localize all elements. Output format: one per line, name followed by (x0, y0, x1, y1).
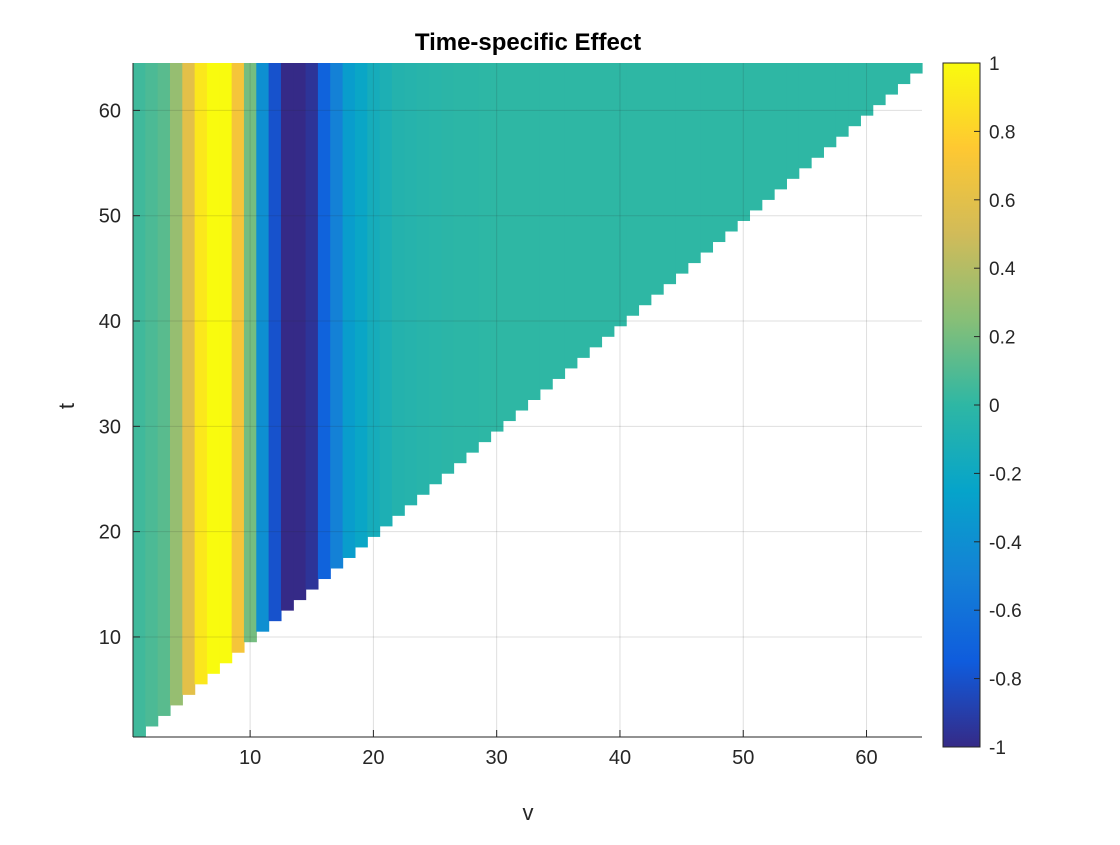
y-tick-label: 20 (99, 522, 121, 544)
colorbar-tick-label: -1 (989, 738, 1006, 759)
heatmap-column (675, 63, 689, 274)
heatmap-column (527, 63, 541, 400)
heatmap-column (564, 63, 578, 369)
heatmap-column (909, 63, 923, 74)
heatmap-column (416, 63, 430, 495)
heatmap-column (811, 63, 824, 158)
heatmap-column (601, 63, 615, 337)
y-axis-label: t (54, 403, 79, 409)
heatmap-column (478, 63, 492, 443)
heatmap-column (243, 63, 257, 643)
heatmap-column (626, 63, 640, 316)
y-tick-label: 50 (99, 206, 121, 228)
heatmap-column (786, 63, 800, 179)
heatmap-column (182, 63, 196, 695)
heatmap-column (317, 63, 331, 580)
x-tick-label: 50 (732, 747, 754, 769)
heatmap-column (157, 63, 171, 716)
colorbar-tick-label: -0.6 (989, 601, 1022, 622)
heatmap-column (379, 63, 393, 527)
heatmap-column (885, 63, 898, 95)
x-tick-label: 10 (239, 747, 261, 769)
heatmap-column (515, 63, 529, 411)
x-tick-label: 30 (486, 747, 508, 769)
heatmap-column (453, 63, 467, 464)
heatmap-column (502, 63, 516, 422)
heatmap-column (441, 63, 455, 474)
heatmap-column (169, 63, 183, 706)
heatmap-column (663, 63, 677, 285)
heatmap-column (342, 63, 356, 558)
colorbar-tick-label: 0.6 (989, 191, 1015, 212)
heatmap-column (774, 63, 787, 190)
heatmap-column (589, 63, 603, 348)
heatmap-column (256, 63, 270, 632)
heatmap-column (404, 63, 418, 506)
heatmap-column (576, 63, 590, 358)
heatmap-column (650, 63, 664, 295)
heatmap-column (539, 63, 553, 390)
heatmap-column (872, 63, 886, 106)
heatmap-column (687, 63, 701, 264)
y-axis: 10 20 30 40 50 60 (99, 63, 140, 737)
heatmap-column (330, 63, 344, 569)
grid-lines (133, 63, 922, 737)
heatmap-column (280, 63, 294, 611)
colorbar-tick-label: 1 (989, 54, 1000, 75)
heatmap-column (465, 63, 479, 453)
heatmap-column (219, 63, 233, 664)
heatmap-column (798, 63, 812, 169)
colorbar-tick-label: 0.4 (989, 259, 1016, 280)
heatmap-column (428, 63, 442, 485)
heatmap-column (133, 63, 146, 737)
heatmap-column (206, 63, 220, 674)
heatmap-column (761, 63, 775, 200)
heatmap-column (737, 63, 751, 221)
heatmap-column (145, 63, 159, 727)
y-tick-label: 60 (99, 100, 121, 122)
colorbar: -1 -0.8 -0.6 -0.4 -0.2 0 0.2 0.4 0.6 0.8 1 (942, 54, 1022, 759)
colorbar-tick-label: -0.2 (989, 464, 1022, 485)
colorbar-tick-label: 0.2 (989, 328, 1015, 349)
heatmap-column (354, 63, 368, 548)
heatmap-column (231, 63, 245, 653)
heatmap-column (293, 63, 307, 601)
y-tick-label: 30 (99, 416, 121, 438)
heatmap-column (700, 63, 714, 253)
heatmap-column (552, 63, 566, 379)
heatmap-column (490, 63, 504, 432)
colorbar-tick-label: -0.4 (989, 533, 1022, 554)
heatmap-column (305, 63, 319, 590)
colorbar-tick-label: 0 (989, 396, 1000, 417)
heatmap-column (724, 63, 738, 232)
heatmap-column (268, 63, 282, 622)
y-tick-label: 10 (99, 627, 121, 649)
heatmap-column (613, 63, 627, 327)
plot-area (133, 63, 923, 737)
heatmap-column (367, 63, 381, 537)
heatmap-column (848, 63, 861, 127)
heatmap-column (391, 63, 405, 516)
x-axis-label: v (523, 800, 534, 825)
heatmap-column (823, 63, 837, 148)
x-tick-label: 60 (855, 747, 877, 769)
heatmap-column (860, 63, 874, 116)
heatmap-column (835, 63, 849, 137)
x-axis: 10 20 30 40 50 60 (133, 730, 922, 769)
colorbar-tick-label: -0.8 (989, 670, 1022, 691)
x-tick-label: 20 (362, 747, 384, 769)
x-tick-label: 40 (609, 747, 631, 769)
y-tick-label: 40 (99, 311, 121, 333)
chart-title: Time-specific Effect (415, 29, 641, 56)
heatmap-column (897, 63, 911, 85)
heatmap-column (194, 63, 208, 685)
heatmap-column (712, 63, 726, 243)
heatmap-column (749, 63, 763, 211)
colorbar-tick-label: 0.8 (989, 122, 1015, 143)
heatmap-column (638, 63, 652, 306)
